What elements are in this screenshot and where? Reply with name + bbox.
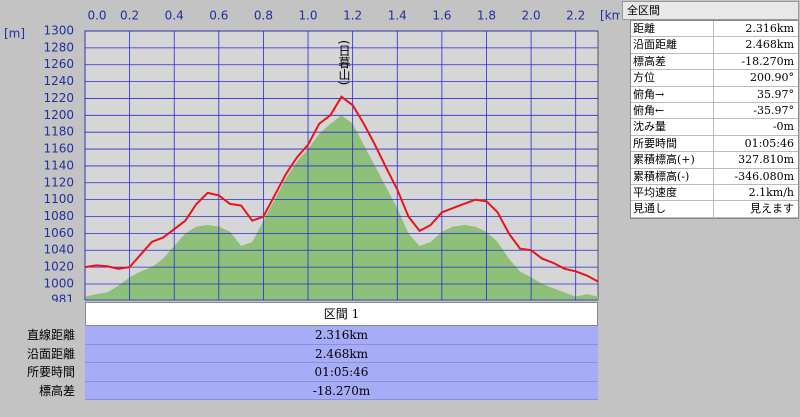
row-value: -18.270m (85, 381, 598, 400)
row-value: 01:05:46 (85, 363, 598, 382)
y-tick-label: 1220 (43, 91, 74, 105)
y-tick-label: 1280 (43, 40, 74, 54)
row-label: 距離 (631, 21, 714, 37)
y-tick-label: 1000 (43, 276, 74, 290)
row-value: 2.1km/h (748, 185, 794, 199)
table-row: 俯角→ 35.97° (631, 86, 798, 103)
x-tick-label: 1.4 (388, 9, 407, 23)
y-tick-label: 981 (51, 293, 74, 303)
x-axis-label: [km] (600, 9, 620, 23)
x-tick-label: 1.0 (298, 9, 317, 23)
terrain-area (85, 115, 598, 300)
row-label: 累積標高(-) (631, 168, 714, 184)
y-tick-label: 1080 (43, 209, 74, 223)
x-tick-label: 1.6 (432, 9, 451, 23)
y-tick-label: 1040 (43, 243, 74, 257)
row-label: 方位 (631, 70, 714, 86)
row-label: 平均速度 (631, 184, 714, 201)
row-value: -0m (772, 120, 794, 134)
row-value: 2.316km (85, 326, 598, 345)
row-value: 2.468km (745, 38, 794, 52)
table-row: 所要時間 01:05:46 (0, 363, 598, 382)
table-row: 標高差 -18.270m (631, 53, 798, 71)
row-label: 俯角← (631, 102, 714, 119)
table-row: 所要時間 01:05:46 (631, 135, 798, 153)
x-tick-label: 2.2 (566, 9, 585, 23)
y-tick-label: 1160 (43, 142, 74, 156)
table-row: 累積標高(+) 327.810m (631, 152, 798, 169)
row-label: 沿面距離 (26, 346, 75, 361)
x-tick-label: 2.0 (522, 9, 541, 23)
row-label: 所要時間 (631, 135, 714, 152)
row-value: 2.468km (85, 344, 598, 363)
peak-annotation: (日暮山) (337, 40, 351, 85)
y-tick-label: 1120 (43, 175, 74, 189)
y-tick-label: 1100 (43, 192, 74, 206)
section-table: 直線距離 2.316km 沿面距離 2.468km 所要時間 01:05:46 標高差 -18… (0, 326, 598, 400)
row-label: 累積標高(+) (631, 152, 714, 168)
row-label: 標高差 (38, 383, 75, 398)
y-tick-label: 1060 (43, 226, 74, 240)
table-row: 沿面距離 2.468km (631, 37, 798, 54)
row-value: -18.270m (741, 54, 794, 68)
x-tick-label: 1.8 (477, 9, 496, 23)
y-axis-label: [m] (4, 27, 25, 41)
y-tick-label: 1200 (43, 108, 74, 122)
table-row: 直線距離 2.316km (0, 326, 598, 345)
chart: [km] [m] 981 1000 1020 1040 1060 1080 1100 1120… (4, 9, 620, 303)
grid (84, 30, 598, 301)
row-value: 200.90° (750, 71, 794, 85)
y-tick-label: 1300 (43, 24, 74, 38)
row-value: 35.97° (757, 87, 794, 101)
section-title: 区間 1 (85, 302, 598, 326)
x-tick-label: 0.6 (209, 9, 228, 23)
row-label: 標高差 (631, 53, 714, 70)
x-tick-label: 0.4 (165, 9, 184, 23)
x-tick-label: 1.2 (343, 9, 362, 23)
table-row: 沈み量 -0m (631, 119, 798, 136)
row-value: 見えます (750, 202, 794, 216)
route-line (84, 95, 599, 283)
row-label: 所要時間 (26, 365, 75, 379)
x-tick-label: 0.0 (87, 9, 106, 23)
table-row: 沿面距離 2.468km (0, 344, 598, 363)
table-row: 平均速度 2.1km/h (631, 184, 798, 202)
y-tick-label: 1020 (43, 260, 74, 274)
row-value: -35.97° (753, 103, 794, 117)
table-row: 距離 2.316km (631, 21, 798, 38)
y-tick-label: 1260 (43, 57, 74, 71)
summary-panel: 全区間 距離 2.316km 沿面距離 2.468km 標高差 -18.270m 方位 200… (622, 1, 799, 219)
row-label: 沈み量 (631, 119, 714, 135)
table-row: 累積標高(-) -346.080m (631, 168, 798, 185)
table-row: 俯角← -35.97° (631, 102, 798, 120)
row-label: 見通し (631, 201, 714, 217)
table-row: 見通し 見えます (631, 201, 798, 218)
row-value: 2.316km (745, 22, 794, 35)
row-value: -346.080m (734, 169, 794, 183)
y-tick-label: 1140 (43, 158, 74, 172)
x-tick-label: 0.2 (120, 9, 139, 23)
row-value: 01:05:46 (744, 136, 794, 150)
row-label: 俯角→ (631, 86, 714, 102)
row-label: 沿面距離 (631, 37, 714, 53)
table-row: 標高差 -18.270m (0, 381, 598, 400)
summary-title: 全区間 (622, 1, 799, 20)
row-label: 直線距離 (26, 328, 75, 342)
x-tick-label: 0.8 (254, 9, 273, 23)
y-tick-label: 1240 (43, 74, 74, 88)
row-value: 327.810m (738, 153, 794, 167)
summary-table: 距離 2.316km 沿面距離 2.468km 標高差 -18.270m 方位 200.90°… (630, 20, 799, 219)
table-row: 方位 200.90° (631, 70, 798, 87)
y-tick-label: 1180 (43, 125, 74, 139)
